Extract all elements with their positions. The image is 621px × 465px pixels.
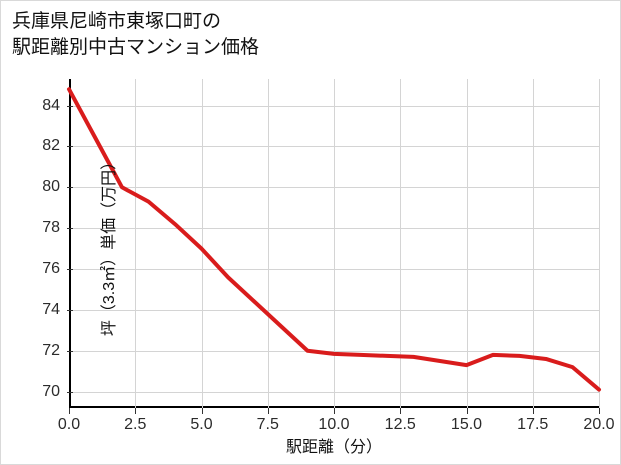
y-tick-mark <box>67 105 73 107</box>
y-tick-mark <box>67 228 73 230</box>
gridline-x <box>267 79 269 408</box>
y-tick-label: 70 <box>42 382 60 400</box>
x-tick-mark <box>267 408 269 414</box>
gridline-x <box>135 79 137 408</box>
price-line <box>67 87 601 392</box>
gridline-x <box>334 79 335 408</box>
y-tick-mark <box>67 350 73 352</box>
x-tick-mark <box>201 408 203 414</box>
x-tick-mark <box>400 408 402 414</box>
x-tick-mark <box>532 408 534 414</box>
y-axis-title: 坪（3.3㎡）単価（万円） <box>101 153 118 337</box>
y-tick-label: 84 <box>42 96 60 114</box>
y-tick-mark <box>67 146 73 148</box>
y-tick-label: 72 <box>42 341 60 359</box>
x-axis-title: 駅距離（分） <box>285 439 382 456</box>
x-tick-label: 20.0 <box>583 416 615 433</box>
data-line-series <box>67 87 601 392</box>
gridline-x <box>599 79 600 408</box>
x-tick-mark <box>135 408 137 414</box>
gridline-x <box>400 79 402 408</box>
x-tick-label: 0.0 <box>57 416 81 433</box>
x-tick-label: 5.0 <box>190 416 213 433</box>
x-tick-label: 10.0 <box>318 416 350 433</box>
x-tick-label: 12.5 <box>384 416 416 433</box>
y-axis-spine <box>69 79 71 408</box>
y-tick-mark <box>67 391 73 393</box>
x-tick-mark <box>334 408 335 414</box>
y-tick-mark <box>67 187 73 189</box>
x-tick-label: 17.5 <box>517 416 549 433</box>
y-tick-label: 78 <box>42 219 60 237</box>
gridline-x <box>466 79 468 408</box>
y-tick-label: 74 <box>42 300 60 318</box>
y-tick-label: 80 <box>42 178 60 196</box>
y-tick-mark <box>67 269 73 271</box>
plot-area: 70 72 74 76 78 80 82 84 0.0 2.5 5.0 7.5 10.0 12.5 15.… <box>42 79 615 433</box>
gridline-x <box>532 79 534 408</box>
chart-title: 兵庫県尼崎市東塚口町の 駅距離別中古マンション価格 <box>12 11 260 58</box>
x-tick-mark <box>69 408 70 414</box>
x-tick-label: 2.5 <box>124 416 147 433</box>
x-tick-mark <box>466 408 468 414</box>
y-tick-label: 76 <box>42 260 60 278</box>
x-tick-label: 7.5 <box>256 416 279 433</box>
y-tick-label: 82 <box>42 137 60 155</box>
gridline-x <box>201 79 203 408</box>
x-tick-mark <box>599 408 600 414</box>
y-tick-mark <box>67 309 73 311</box>
x-tick-label: 15.0 <box>450 416 483 433</box>
